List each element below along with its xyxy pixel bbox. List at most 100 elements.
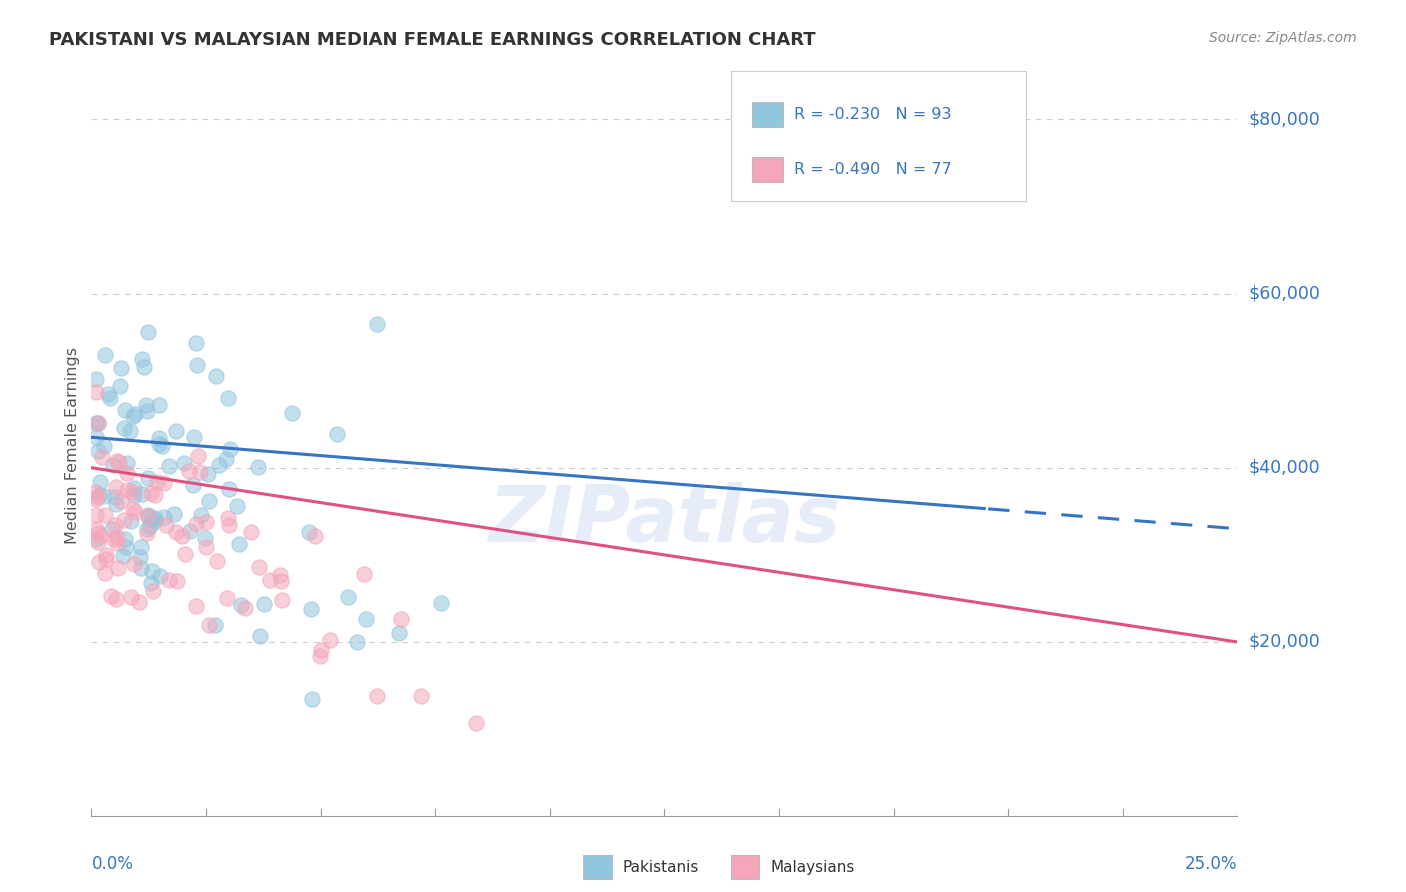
Point (105, 592, 128, 607)
Point (94, 552, 117, 566)
Point (148, 398, 170, 412)
Point (411, 690, 433, 704)
Point (150, 439, 173, 453)
Point (89, 475, 111, 489)
Point (136, 325, 159, 339)
Point (110, 493, 132, 508)
Point (100, 589, 122, 603)
Point (187, 449, 209, 463)
Point (139, 575, 162, 590)
Point (143, 488, 166, 502)
Point (183, 430, 205, 444)
Point (94, 348, 117, 362)
Point (354, 612, 377, 626)
Point (253, 597, 276, 611)
Point (204, 368, 226, 383)
Point (112, 513, 135, 527)
Point (153, 475, 176, 490)
Point (101, 522, 124, 536)
Point (104, 517, 127, 532)
Point (86, 491, 108, 505)
Text: Malaysians: Malaysians (770, 860, 855, 874)
Point (280, 406, 302, 420)
Point (233, 600, 256, 615)
Point (131, 352, 153, 367)
Point (97, 386, 120, 401)
Point (319, 633, 342, 648)
Point (129, 541, 152, 555)
Text: ZIPatlas: ZIPatlas (488, 482, 841, 558)
Point (122, 409, 145, 424)
Point (173, 457, 195, 471)
Point (430, 596, 453, 610)
Point (135, 398, 157, 412)
Point (86, 372, 108, 386)
Point (104, 497, 127, 511)
Text: R = -0.230   N = 93: R = -0.230 N = 93 (794, 107, 952, 122)
Point (138, 510, 160, 524)
Point (197, 467, 219, 481)
Text: R = -0.490   N = 77: R = -0.490 N = 77 (794, 162, 952, 178)
Point (117, 483, 139, 498)
Point (105, 453, 128, 467)
Point (179, 464, 201, 478)
Point (142, 584, 165, 599)
Point (157, 573, 180, 587)
Point (148, 436, 170, 450)
Point (115, 466, 138, 480)
Point (108, 379, 131, 393)
Point (84, 532, 107, 546)
Point (117, 456, 139, 470)
Point (205, 554, 228, 568)
Text: $60,000: $60,000 (1249, 285, 1320, 302)
Point (84, 521, 107, 535)
Point (87, 416, 110, 430)
Point (136, 509, 159, 524)
Point (114, 402, 136, 417)
Point (87, 555, 110, 569)
Text: $20,000: $20,000 (1249, 633, 1320, 651)
Y-axis label: Median Female Earnings: Median Female Earnings (65, 348, 80, 544)
Point (163, 507, 186, 521)
Point (249, 629, 271, 643)
Point (87, 488, 110, 502)
Point (190, 466, 212, 480)
Point (142, 512, 165, 526)
Point (148, 569, 170, 583)
Point (115, 541, 138, 555)
Point (96, 548, 118, 562)
Text: $80,000: $80,000 (1249, 111, 1320, 128)
Point (112, 421, 135, 435)
Point (141, 564, 163, 578)
Point (194, 515, 217, 529)
Point (128, 595, 150, 609)
Point (98, 391, 121, 405)
Point (197, 618, 219, 632)
Point (270, 574, 292, 588)
Point (326, 427, 349, 442)
Point (366, 318, 388, 332)
Point (165, 424, 187, 438)
Point (304, 529, 326, 543)
Point (259, 573, 281, 587)
Point (184, 517, 207, 532)
Point (84, 416, 107, 430)
Point (389, 612, 412, 626)
Point (145, 475, 167, 490)
Text: 25.0%: 25.0% (1185, 855, 1237, 873)
Point (218, 483, 240, 497)
Point (107, 561, 129, 575)
Point (174, 547, 197, 561)
Point (247, 559, 270, 574)
Point (179, 524, 201, 538)
Point (104, 490, 127, 504)
Point (84, 385, 107, 400)
Point (93, 489, 115, 503)
Point (143, 511, 166, 525)
Point (87, 443, 110, 458)
Point (217, 392, 239, 406)
Point (217, 591, 239, 606)
Point (194, 531, 217, 545)
Point (86, 526, 108, 541)
Point (198, 494, 221, 508)
